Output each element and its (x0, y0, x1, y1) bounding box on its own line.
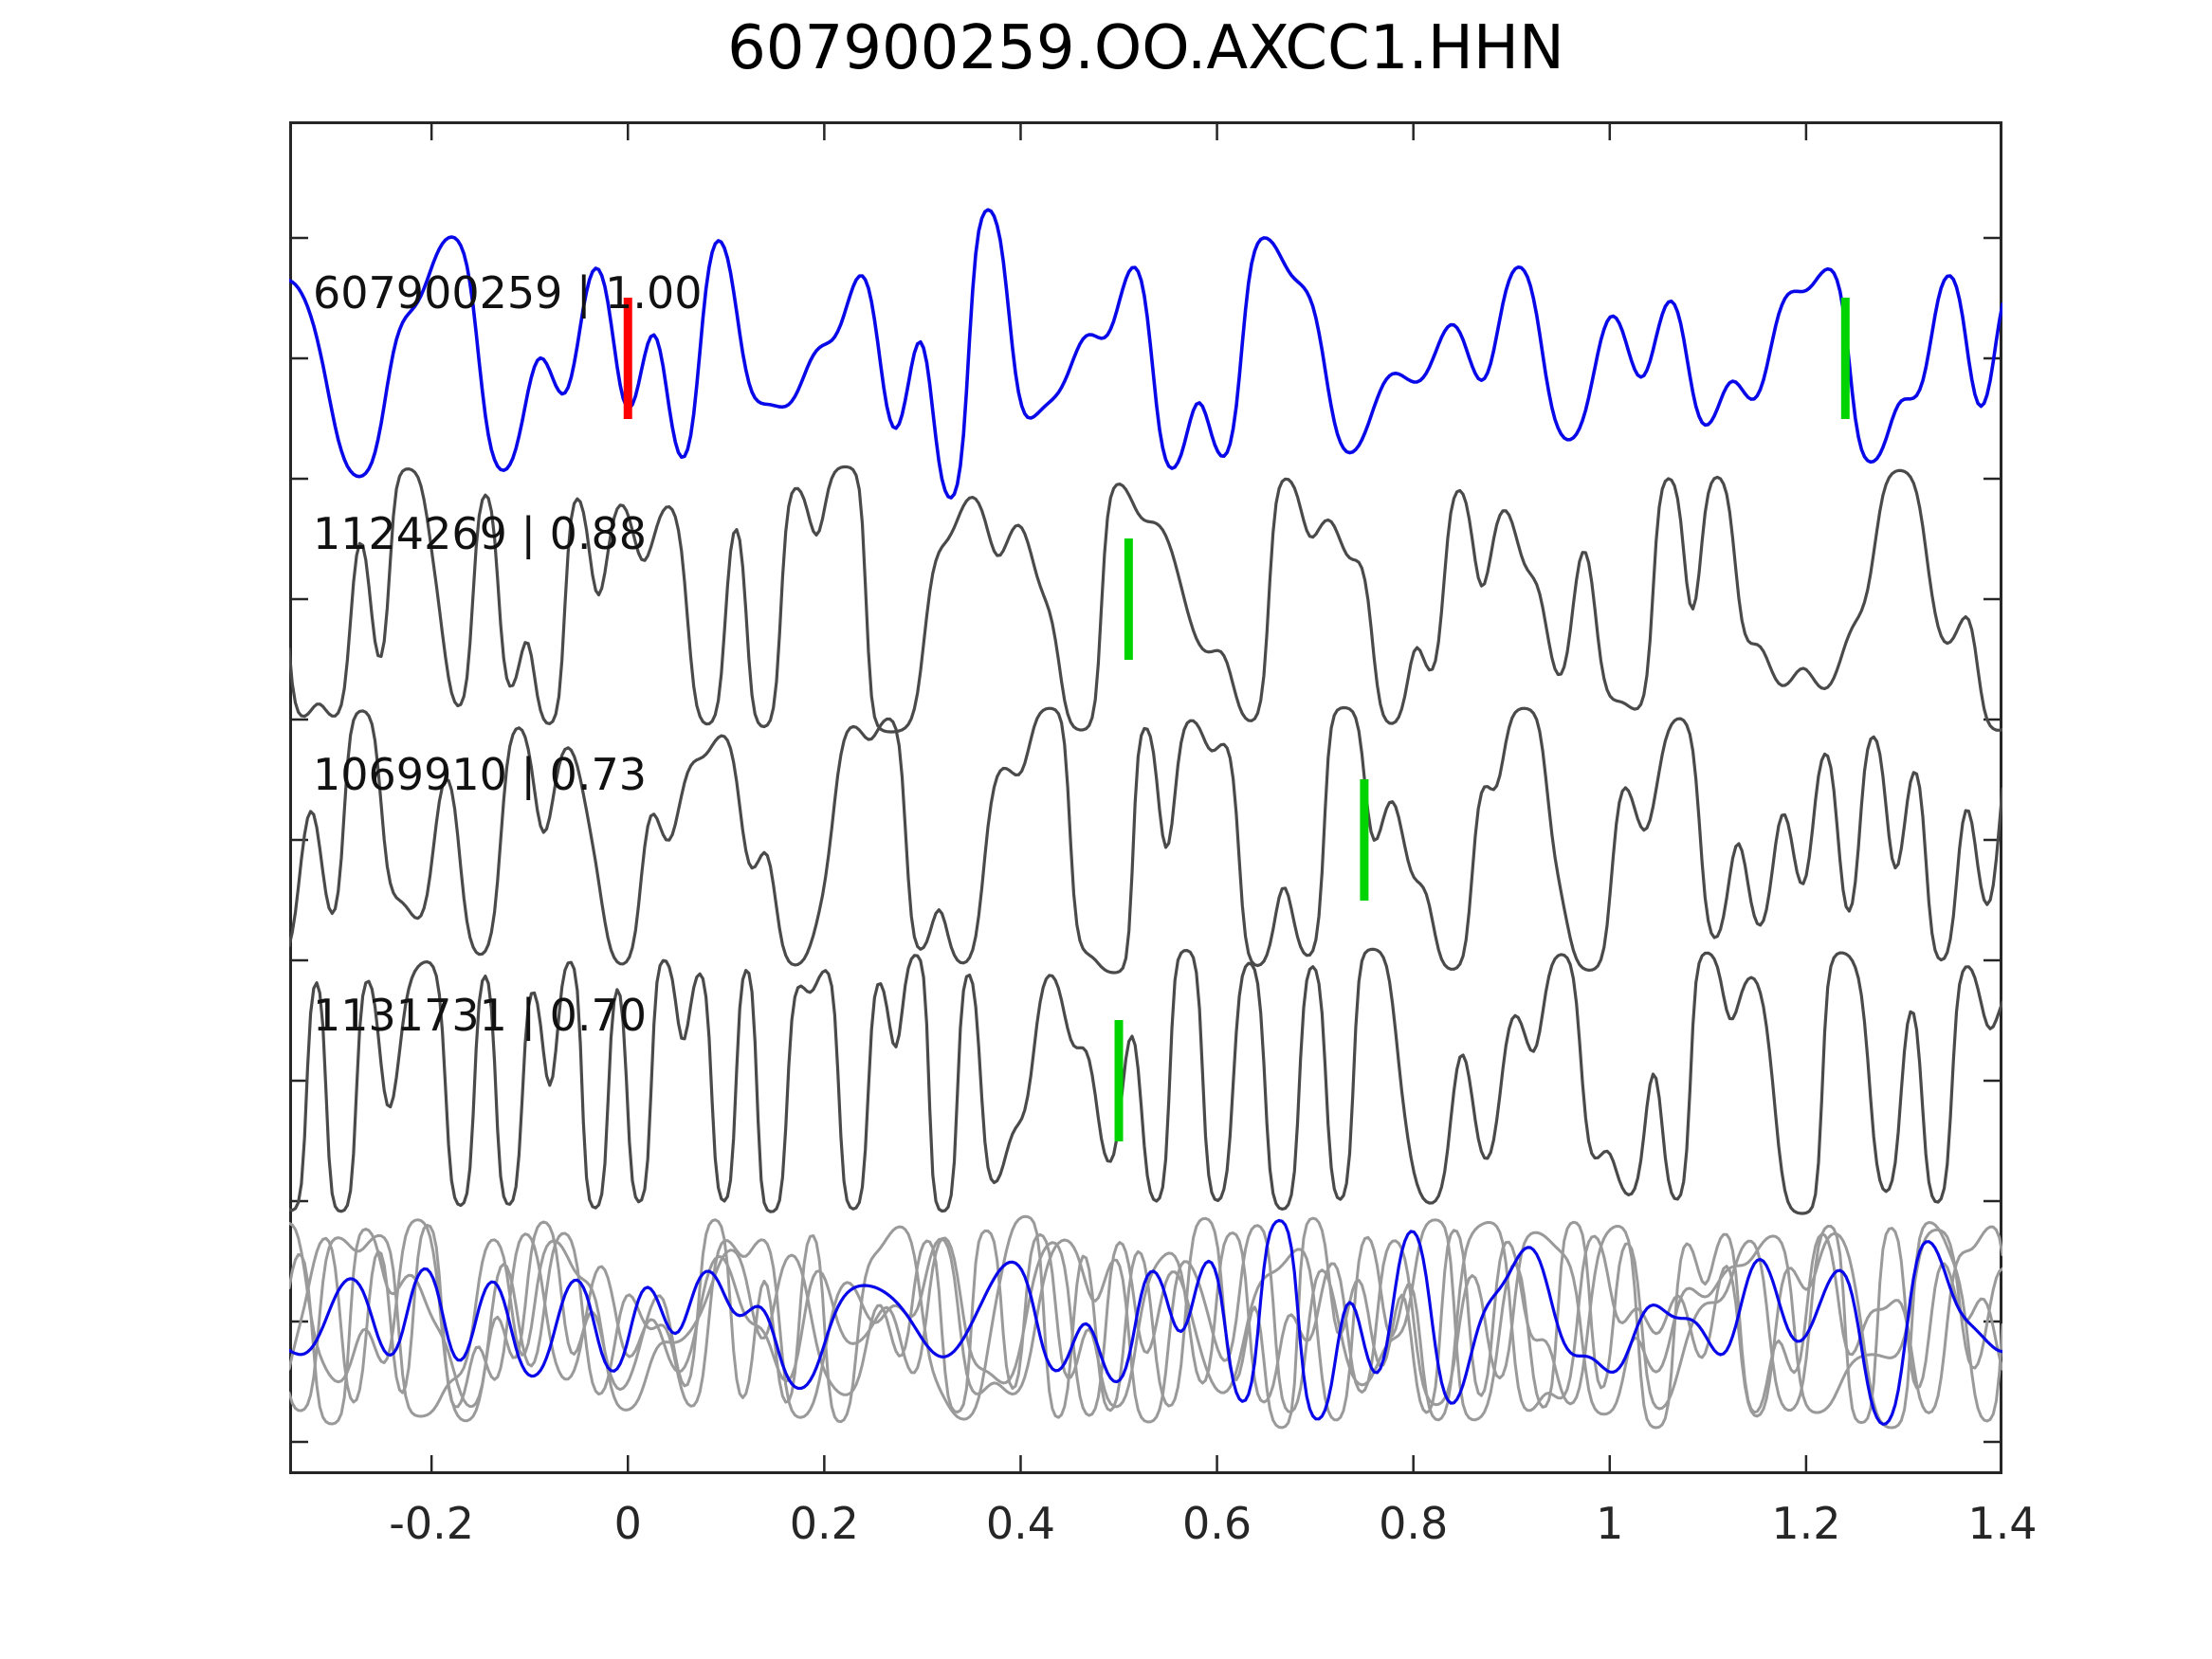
x-tick-label: -0.2 (389, 1498, 475, 1549)
trace-label: 607900259 | 1.00 (313, 267, 703, 319)
chart-title: 607900259.OO.AXCC1.HHN (727, 13, 1564, 83)
stack-waveform-4 (289, 1228, 2002, 1418)
template-waveform (289, 208, 2002, 500)
x-tick-label: 0.4 (985, 1498, 1056, 1549)
waveform-canvas (289, 121, 2002, 1474)
detection-waveform-1124269 (289, 465, 2002, 734)
detection-waveform-1131731 (289, 947, 2002, 1215)
x-tick-label: 1.2 (1771, 1498, 1841, 1549)
x-tick-label: 0.8 (1379, 1498, 1449, 1549)
x-tick-label: 0.6 (1181, 1498, 1252, 1549)
trace-label: 1131731 | 0.70 (313, 990, 648, 1041)
trace-label: 1069910 | 0.73 (313, 749, 648, 800)
x-tick-label: 0.2 (789, 1498, 859, 1549)
detection-waveform-1069910 (289, 705, 2002, 975)
stack-waveform-2 (289, 1218, 2002, 1426)
stack-waveform-1 (289, 1221, 2002, 1430)
x-tick-label: 1 (1596, 1498, 1624, 1549)
x-tick-label: 0 (613, 1498, 642, 1549)
stack-waveform-3 (289, 1214, 2002, 1430)
trace-label: 1124269 | 0.88 (313, 508, 648, 559)
plot-area (289, 121, 2002, 1474)
aligned-template-waveform (289, 1218, 2002, 1426)
x-tick-label: 1.4 (1967, 1498, 2038, 1549)
